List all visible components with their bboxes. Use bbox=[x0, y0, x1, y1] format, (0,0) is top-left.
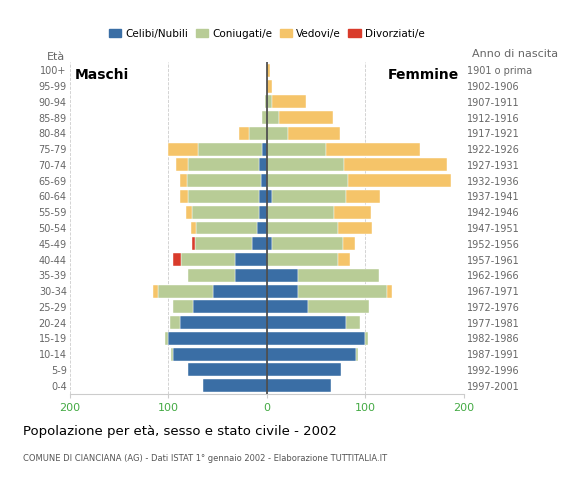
Bar bbox=[173, 300, 193, 313]
Bar bbox=[153, 285, 158, 298]
Bar bbox=[195, 237, 252, 250]
Bar bbox=[346, 316, 360, 329]
Bar bbox=[343, 237, 354, 250]
Bar bbox=[158, 285, 212, 298]
Bar bbox=[198, 143, 262, 156]
Bar bbox=[181, 253, 235, 266]
Bar bbox=[267, 316, 346, 329]
Bar bbox=[271, 96, 306, 108]
Bar bbox=[288, 127, 340, 140]
Bar bbox=[267, 80, 271, 93]
Bar bbox=[267, 190, 271, 203]
Text: Età: Età bbox=[46, 52, 64, 62]
Bar bbox=[338, 222, 372, 234]
Legend: Celibi/Nubili, Coniugati/e, Vedovi/e, Divorziati/e: Celibi/Nubili, Coniugati/e, Vedovi/e, Di… bbox=[104, 24, 429, 43]
Bar bbox=[267, 64, 270, 77]
Bar bbox=[259, 190, 267, 203]
Text: Maschi: Maschi bbox=[74, 68, 129, 82]
Bar bbox=[387, 285, 392, 298]
Bar bbox=[249, 127, 267, 140]
Bar bbox=[252, 237, 267, 250]
Bar bbox=[188, 158, 259, 171]
Bar bbox=[191, 222, 196, 234]
Bar bbox=[173, 348, 267, 360]
Bar bbox=[239, 127, 249, 140]
Bar bbox=[196, 222, 257, 234]
Bar bbox=[267, 379, 331, 392]
Bar bbox=[180, 174, 187, 187]
Bar bbox=[257, 222, 267, 234]
Bar bbox=[261, 174, 267, 187]
Bar bbox=[168, 332, 267, 345]
Bar bbox=[176, 158, 188, 171]
Bar bbox=[298, 285, 387, 298]
Bar bbox=[326, 143, 419, 156]
Bar bbox=[262, 143, 267, 156]
Bar bbox=[262, 111, 267, 124]
Bar bbox=[180, 190, 188, 203]
Bar bbox=[188, 190, 259, 203]
Bar bbox=[334, 206, 371, 219]
Bar bbox=[187, 174, 261, 187]
Bar bbox=[259, 206, 267, 219]
Bar bbox=[271, 190, 346, 203]
Bar bbox=[278, 111, 333, 124]
Bar bbox=[267, 222, 338, 234]
Bar bbox=[267, 285, 298, 298]
Text: Femmine: Femmine bbox=[388, 68, 459, 82]
Bar bbox=[235, 269, 267, 282]
Bar bbox=[271, 237, 343, 250]
Bar bbox=[165, 332, 168, 345]
Bar bbox=[346, 190, 380, 203]
Bar bbox=[267, 253, 338, 266]
Bar bbox=[267, 237, 271, 250]
Bar bbox=[267, 348, 356, 360]
Bar bbox=[267, 143, 326, 156]
Bar bbox=[267, 96, 271, 108]
Bar bbox=[186, 206, 192, 219]
Bar bbox=[180, 316, 267, 329]
Bar bbox=[170, 316, 180, 329]
Bar bbox=[267, 174, 347, 187]
Bar bbox=[192, 237, 195, 250]
Bar bbox=[171, 348, 173, 360]
Bar bbox=[265, 96, 267, 108]
Bar bbox=[202, 379, 267, 392]
Bar bbox=[212, 285, 267, 298]
Y-axis label: Anno di nascita: Anno di nascita bbox=[472, 49, 558, 59]
Bar bbox=[267, 111, 278, 124]
Bar bbox=[188, 269, 235, 282]
Bar bbox=[188, 363, 267, 376]
Bar bbox=[267, 206, 334, 219]
Bar bbox=[267, 332, 365, 345]
Bar bbox=[344, 158, 447, 171]
Bar bbox=[267, 127, 288, 140]
Text: Popolazione per età, sesso e stato civile - 2002: Popolazione per età, sesso e stato civil… bbox=[23, 425, 337, 438]
Bar bbox=[267, 269, 298, 282]
Bar bbox=[308, 300, 369, 313]
Bar bbox=[267, 158, 344, 171]
Bar bbox=[338, 253, 350, 266]
Bar bbox=[259, 158, 267, 171]
Bar bbox=[235, 253, 267, 266]
Bar bbox=[365, 332, 368, 345]
Bar bbox=[192, 206, 259, 219]
Bar bbox=[173, 253, 181, 266]
Bar bbox=[267, 363, 340, 376]
Bar bbox=[267, 300, 308, 313]
Bar bbox=[298, 269, 379, 282]
Bar bbox=[347, 174, 451, 187]
Bar bbox=[168, 143, 198, 156]
Bar bbox=[356, 348, 358, 360]
Text: COMUNE DI CIANCIANA (AG) - Dati ISTAT 1° gennaio 2002 - Elaborazione TUTTITALIA.: COMUNE DI CIANCIANA (AG) - Dati ISTAT 1°… bbox=[23, 454, 387, 463]
Bar bbox=[193, 300, 267, 313]
